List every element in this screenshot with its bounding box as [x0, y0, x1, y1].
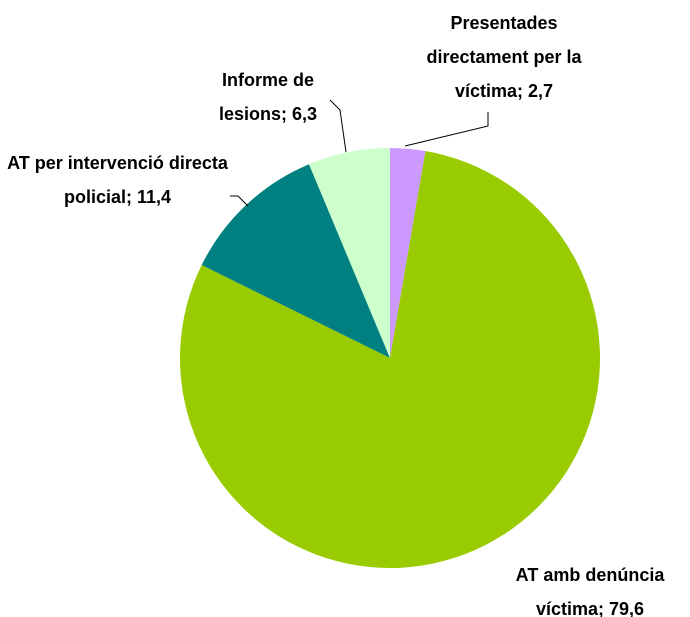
label-value: 79,6: [609, 599, 645, 617]
label-separator: ;: [597, 599, 604, 617]
label-separator: ;: [517, 81, 523, 101]
label-separator: ;: [125, 187, 132, 207]
data-label: Presentades directament per la víctima; …: [398, 6, 610, 108]
leader-line: [329, 99, 347, 153]
pie-slice: [180, 151, 600, 568]
data-label: AT amb denúncia víctima; 79,6: [485, 558, 690, 617]
pie-slice: [309, 148, 390, 358]
label-category: AT per intervenció directa policial: [7, 153, 228, 207]
data-label: Informe de lesions; 6,3: [196, 63, 340, 131]
label-category: AT amb denúncia víctima: [515, 565, 665, 617]
label-category: Informe de lesions: [218, 70, 314, 124]
label-category: Presentades directament per la víctima: [426, 13, 582, 101]
pie-slice: [201, 164, 390, 358]
pie-slice: [390, 148, 426, 358]
label-value: 6,3: [292, 104, 318, 124]
label-separator: ;: [280, 104, 287, 124]
label-value: 2,7: [528, 81, 554, 101]
leader-line: [404, 112, 489, 147]
label-value: 11,4: [136, 187, 172, 207]
data-label: AT per intervenció directa policial; 11,…: [5, 146, 230, 214]
leader-line: [230, 195, 249, 207]
